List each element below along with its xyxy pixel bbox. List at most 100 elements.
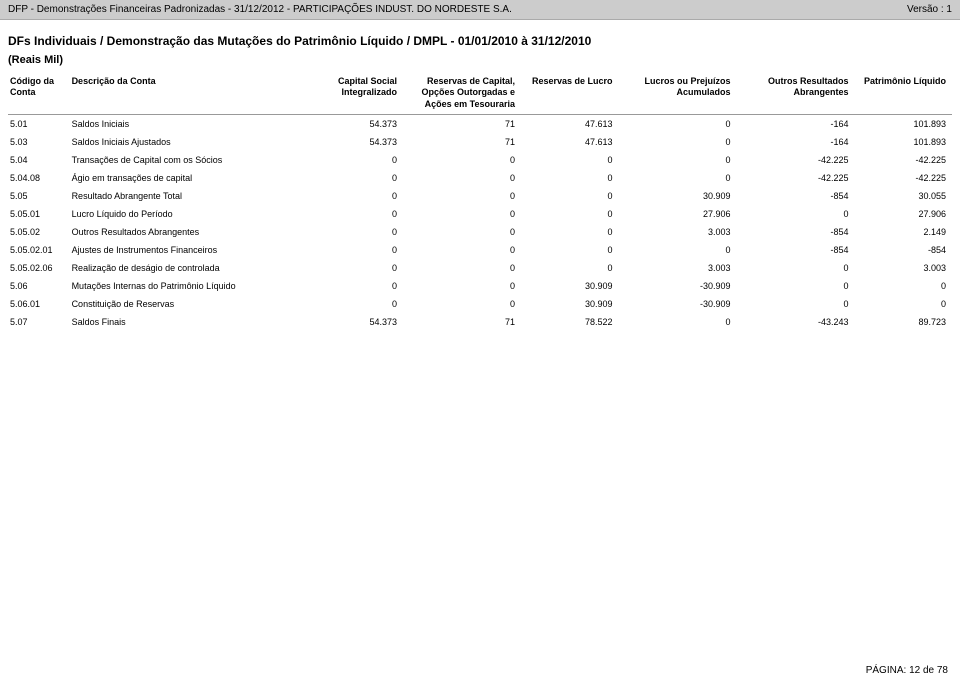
cell-c6: 30.055 (855, 187, 953, 205)
cell-c5: -854 (737, 241, 855, 259)
cell-c5: -43.243 (737, 313, 855, 331)
table-row: 5.01Saldos Iniciais54.3737147.6130-16410… (8, 114, 952, 133)
cell-c1: 0 (306, 169, 403, 187)
table-row: 5.06Mutações Internas do Patrimônio Líqu… (8, 277, 952, 295)
cell-code: 5.05 (8, 187, 70, 205)
document-header: DFP - Demonstrações Financeiras Padroniz… (0, 0, 960, 20)
cell-c4: 0 (619, 114, 737, 133)
cell-c4: 0 (619, 313, 737, 331)
cell-c6: 2.149 (855, 223, 953, 241)
cell-desc: Saldos Iniciais (70, 114, 306, 133)
cell-c3: 0 (521, 151, 618, 169)
cell-c4: 3.003 (619, 223, 737, 241)
cell-desc: Transações de Capital com os Sócios (70, 151, 306, 169)
header-left: DFP - Demonstrações Financeiras Padroniz… (8, 4, 512, 15)
cell-c2: 71 (403, 133, 521, 151)
cell-c1: 54.373 (306, 114, 403, 133)
cell-c5: -42.225 (737, 151, 855, 169)
col-header-lucros-prej: Lucros ou PrejuízosAcumulados (619, 72, 737, 114)
cell-c1: 54.373 (306, 133, 403, 151)
cell-c1: 0 (306, 223, 403, 241)
cell-c1: 0 (306, 205, 403, 223)
table-row: 5.04.08Ágio em transações de capital0000… (8, 169, 952, 187)
cell-c6: 0 (855, 277, 953, 295)
cell-c6: -854 (855, 241, 953, 259)
cell-c5: -164 (737, 114, 855, 133)
cell-c1: 0 (306, 259, 403, 277)
cell-c5: 0 (737, 259, 855, 277)
cell-c6: 101.893 (855, 114, 953, 133)
cell-c4: 3.003 (619, 259, 737, 277)
col-header-code: Código daConta (8, 72, 70, 114)
cell-c2: 0 (403, 295, 521, 313)
cell-desc: Resultado Abrangente Total (70, 187, 306, 205)
cell-c4: -30.909 (619, 295, 737, 313)
cell-c2: 0 (403, 151, 521, 169)
cell-code: 5.04 (8, 151, 70, 169)
cell-c6: -42.225 (855, 151, 953, 169)
table-row: 5.07Saldos Finais54.3737178.5220-43.2438… (8, 313, 952, 331)
cell-c3: 47.613 (521, 133, 618, 151)
cell-desc: Constituição de Reservas (70, 295, 306, 313)
cell-code: 5.05.02 (8, 223, 70, 241)
table-row: 5.05.02Outros Resultados Abrangentes0003… (8, 223, 952, 241)
cell-desc: Saldos Iniciais Ajustados (70, 133, 306, 151)
cell-c6: 3.003 (855, 259, 953, 277)
cell-code: 5.05.01 (8, 205, 70, 223)
cell-code: 5.04.08 (8, 169, 70, 187)
cell-c4: 0 (619, 169, 737, 187)
cell-c6: 27.906 (855, 205, 953, 223)
subtitle: (Reais Mil) (0, 50, 960, 72)
cell-c6: 101.893 (855, 133, 953, 151)
cell-c2: 0 (403, 241, 521, 259)
cell-c5: 0 (737, 295, 855, 313)
cell-c3: 0 (521, 169, 618, 187)
col-header-reservas-lucro: Reservas de Lucro (521, 72, 618, 114)
cell-desc: Lucro Líquido do Período (70, 205, 306, 223)
cell-c6: 0 (855, 295, 953, 313)
table-row: 5.06.01Constituição de Reservas0030.909-… (8, 295, 952, 313)
cell-code: 5.06 (8, 277, 70, 295)
cell-c2: 0 (403, 205, 521, 223)
cell-c3: 30.909 (521, 295, 618, 313)
cell-c3: 0 (521, 223, 618, 241)
cell-c4: 30.909 (619, 187, 737, 205)
col-header-reservas-capital: Reservas de Capital,Opções Outorgadas eA… (403, 72, 521, 114)
cell-c5: -854 (737, 187, 855, 205)
table-row: 5.05.02.01Ajustes de Instrumentos Financ… (8, 241, 952, 259)
cell-c1: 0 (306, 277, 403, 295)
cell-c3: 0 (521, 259, 618, 277)
cell-desc: Ajustes de Instrumentos Financeiros (70, 241, 306, 259)
cell-c5: -42.225 (737, 169, 855, 187)
cell-code: 5.05.02.01 (8, 241, 70, 259)
cell-c3: 0 (521, 241, 618, 259)
cell-desc: Realização de deságio de controlada (70, 259, 306, 277)
cell-c2: 0 (403, 169, 521, 187)
cell-c5: 0 (737, 277, 855, 295)
cell-c3: 0 (521, 205, 618, 223)
financial-table: Código daConta Descrição da Conta Capita… (8, 72, 952, 331)
cell-c3: 78.522 (521, 313, 618, 331)
col-header-patrimonio: Patrimônio Líquido (855, 72, 953, 114)
cell-c2: 0 (403, 277, 521, 295)
table-row: 5.05Resultado Abrangente Total00030.909-… (8, 187, 952, 205)
cell-c3: 30.909 (521, 277, 618, 295)
cell-c6: 89.723 (855, 313, 953, 331)
page-footer: PÁGINA: 12 de 78 (866, 665, 948, 676)
cell-c3: 47.613 (521, 114, 618, 133)
header-right: Versão : 1 (907, 4, 952, 15)
cell-c3: 0 (521, 187, 618, 205)
cell-desc: Saldos Finais (70, 313, 306, 331)
table-row: 5.05.02.06Realização de deságio de contr… (8, 259, 952, 277)
table-header-row: Código daConta Descrição da Conta Capita… (8, 72, 952, 114)
col-header-capital: Capital SocialIntegralizado (306, 72, 403, 114)
cell-c1: 0 (306, 241, 403, 259)
cell-desc: Outros Resultados Abrangentes (70, 223, 306, 241)
cell-desc: Mutações Internas do Patrimônio Líquido (70, 277, 306, 295)
table-row: 5.05.01Lucro Líquido do Período00027.906… (8, 205, 952, 223)
cell-code: 5.05.02.06 (8, 259, 70, 277)
table-row: 5.04Transações de Capital com os Sócios 0… (8, 151, 952, 169)
col-header-outros-result: Outros ResultadosAbrangentes (737, 72, 855, 114)
cell-c2: 0 (403, 223, 521, 241)
cell-c2: 0 (403, 259, 521, 277)
